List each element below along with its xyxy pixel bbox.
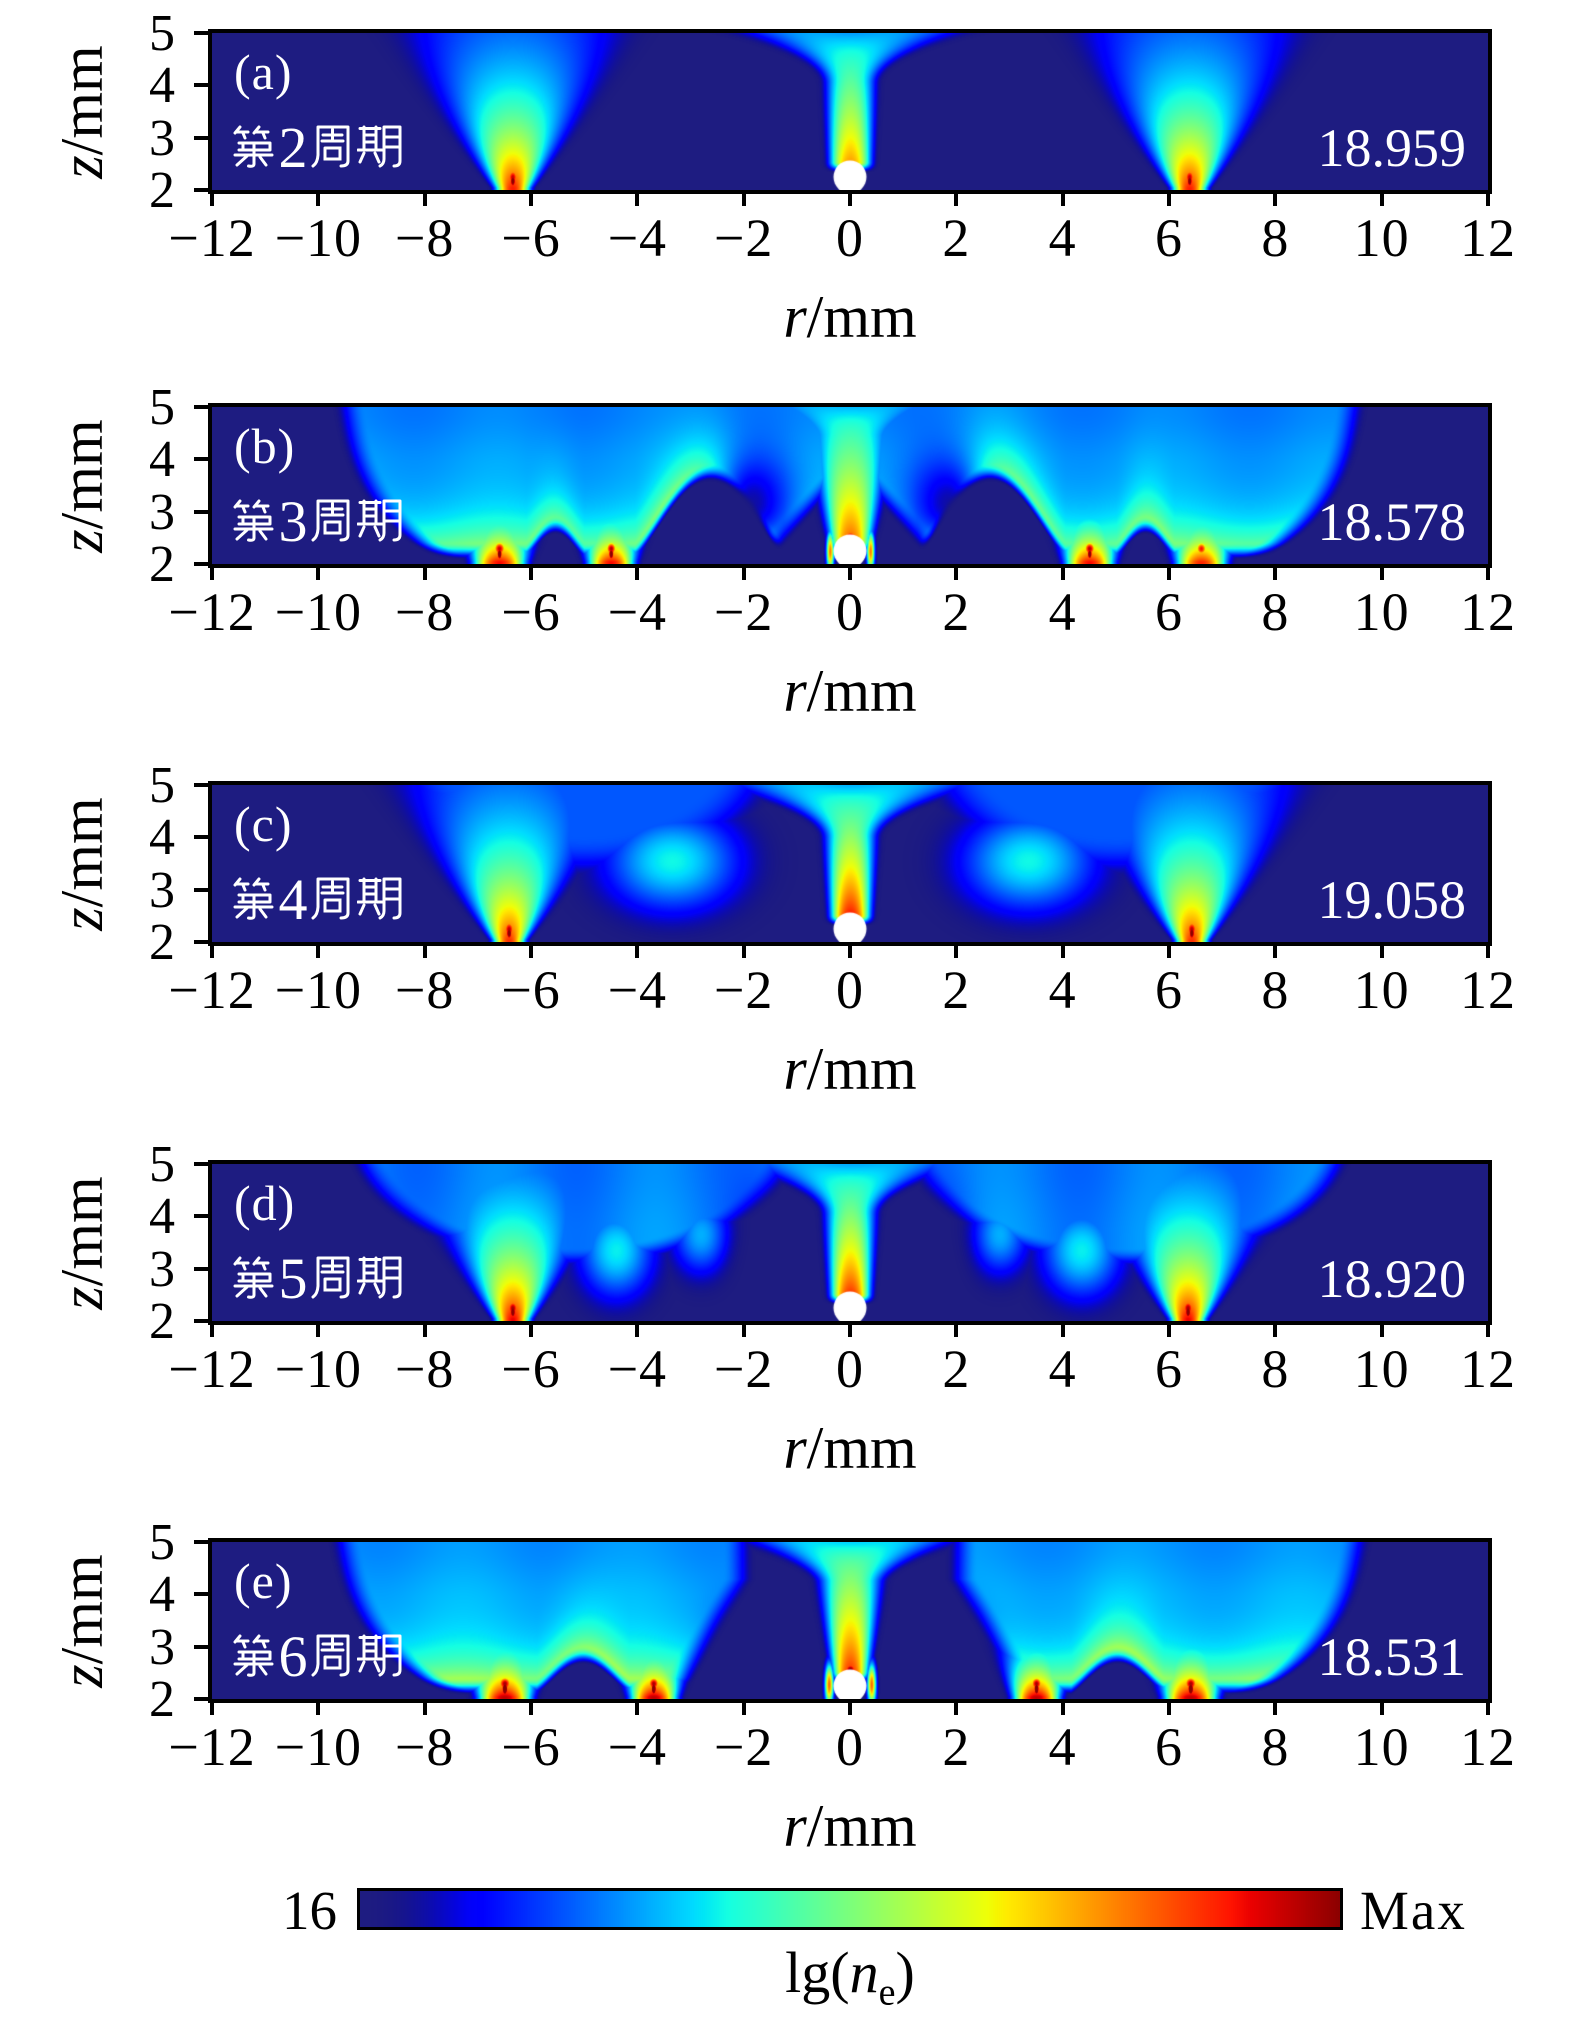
svg-text:4: 4	[279, 875, 308, 921]
svg-text:6: 6	[279, 1632, 308, 1678]
svg-text:3: 3	[279, 497, 308, 543]
svg-text:2: 2	[279, 123, 308, 169]
svg-text:5: 5	[279, 1254, 308, 1300]
